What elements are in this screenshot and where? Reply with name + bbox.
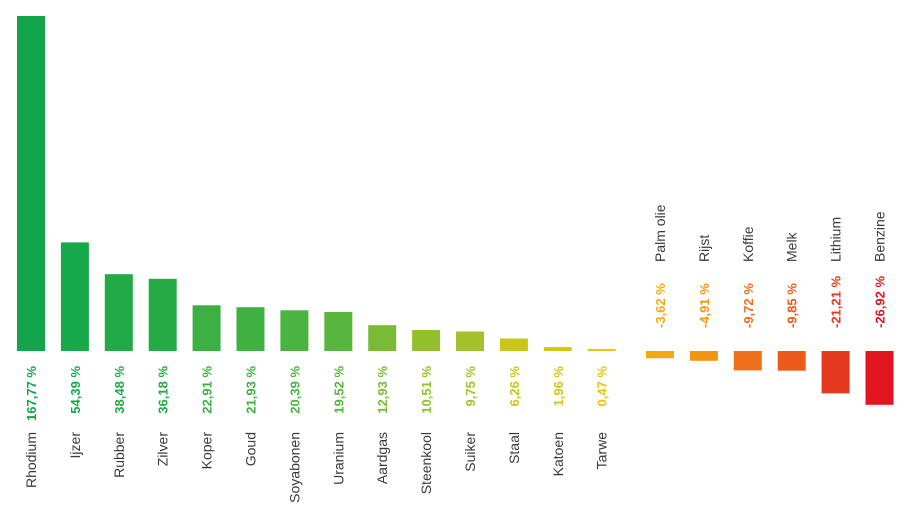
- category-label-lithium: Lithium: [828, 217, 844, 262]
- bar-steenkool: [412, 330, 441, 351]
- category-label-benzine: Benzine: [872, 211, 888, 262]
- category-label-tarwe: Tarwe: [594, 432, 610, 470]
- bar-palm-olie: [646, 351, 674, 359]
- category-label-zilver: Zilver: [155, 432, 171, 467]
- category-label-ijzer: Ijzer: [67, 432, 83, 459]
- value-label-ijzer: 54,39 %: [68, 366, 83, 414]
- category-label-staal: Staal: [506, 432, 522, 464]
- value-label-melk: -9,85 %: [785, 283, 800, 328]
- bar-koper: [192, 305, 221, 351]
- category-label-rubber: Rubber: [111, 432, 127, 478]
- value-label-goud: 21,93 %: [244, 366, 259, 414]
- bar-uranium: [324, 312, 353, 351]
- value-label-zilver: 36,18 %: [156, 366, 171, 414]
- bar-soyabonen: [280, 310, 309, 351]
- value-label-koper: 22,91 %: [200, 366, 215, 414]
- value-label-katoen: 1,96 %: [551, 366, 566, 407]
- bar-rhodium: [17, 16, 45, 351]
- value-label-tarwe: 0,47 %: [595, 366, 610, 407]
- bar-lithium: [821, 351, 850, 394]
- category-label-aardgas: Aardgas: [374, 432, 390, 484]
- bar-katoen: [543, 347, 572, 351]
- value-label-suiker: 9,75 %: [463, 366, 478, 407]
- category-label-rijst: Rijst: [696, 235, 712, 262]
- category-labels-group: Rhodium Ijzer Rubber Zilver Koper Goud Soyabon…: [23, 204, 888, 503]
- category-label-soyabonen: Soyabonen: [286, 432, 302, 503]
- bar-goud: [236, 307, 265, 351]
- bar-koffie: [733, 351, 762, 371]
- bar-zilver: [148, 278, 177, 351]
- value-label-uranium: 19,52 %: [331, 366, 346, 414]
- value-label-rijst: -4,91 %: [697, 283, 712, 328]
- category-label-katoen: Katoen: [550, 432, 566, 476]
- value-label-rubber: 38,48 %: [112, 366, 127, 414]
- category-label-koper: Koper: [199, 432, 215, 470]
- category-label-suiker: Suiker: [462, 432, 478, 472]
- bar-staal: [499, 338, 528, 351]
- value-label-soyabonen: 20,39 %: [287, 366, 302, 414]
- bar-rubber: [104, 274, 133, 351]
- category-label-melk: Melk: [784, 231, 800, 262]
- category-label-steenkool: Steenkool: [418, 432, 434, 494]
- bar-ijzer: [60, 242, 89, 351]
- bar-benzine: [865, 351, 894, 405]
- value-labels-group: 167,77 % 54,39 % 38,48 % 36,18 % 22,91 % 21,9…: [24, 276, 888, 421]
- value-label-aardgas: 12,93 %: [375, 366, 390, 414]
- value-label-steenkool: 10,51 %: [419, 366, 434, 414]
- bar-suiker: [456, 331, 484, 351]
- category-label-palm-olie: Palm olie: [652, 204, 668, 262]
- bar-tarwe: [587, 349, 616, 351]
- bars-group: [17, 16, 894, 405]
- value-label-koffie: -9,72 %: [741, 283, 756, 328]
- value-label-rhodium: 167,77 %: [24, 366, 39, 421]
- bar-aardgas: [368, 325, 397, 351]
- category-label-koffie: Koffie: [740, 226, 756, 262]
- bar-melk: [777, 351, 806, 371]
- category-label-rhodium: Rhodium: [23, 432, 39, 488]
- bar-rijst: [689, 351, 718, 361]
- value-label-palm-olie: -3,62 %: [653, 283, 668, 328]
- category-label-goud: Goud: [243, 432, 259, 466]
- value-label-staal: 6,26 %: [507, 366, 522, 407]
- value-label-lithium: -21,21 %: [829, 276, 844, 328]
- value-label-benzine: -26,92 %: [873, 276, 888, 328]
- category-label-uranium: Uranium: [330, 432, 346, 485]
